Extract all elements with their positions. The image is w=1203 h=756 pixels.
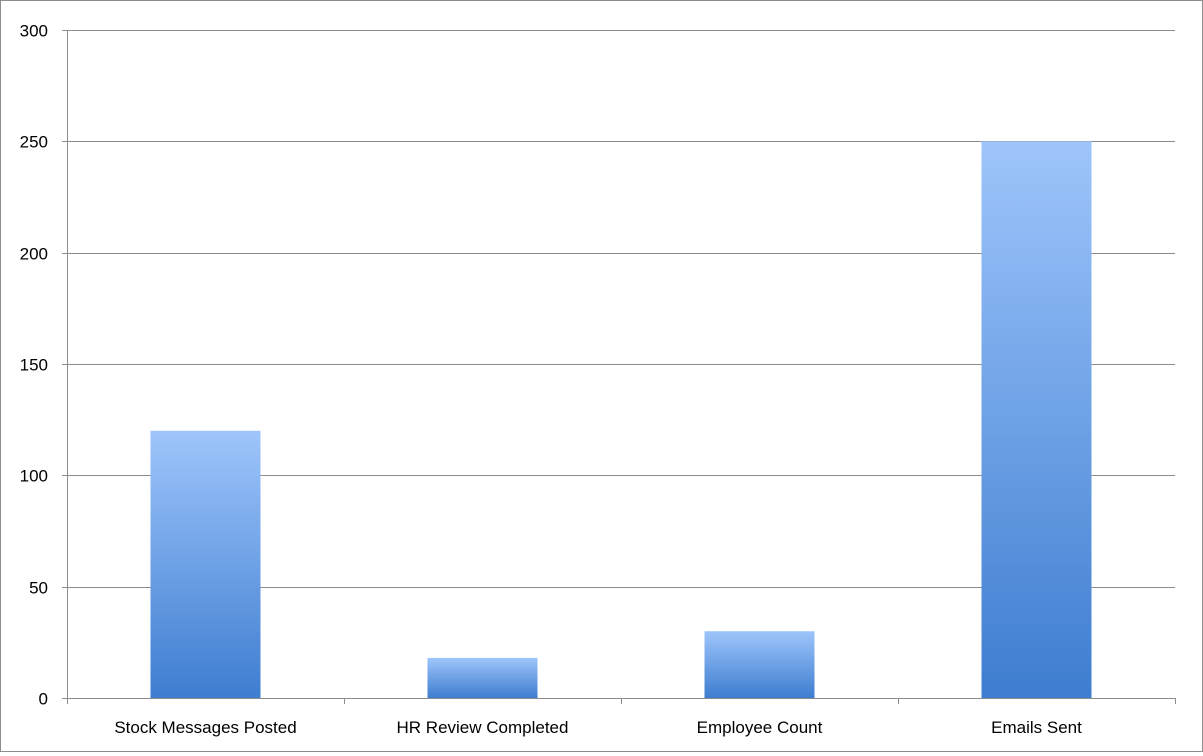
bar bbox=[150, 430, 261, 698]
bar bbox=[981, 141, 1092, 699]
x-tick-label: Stock Messages Posted bbox=[114, 718, 296, 737]
bar bbox=[427, 657, 538, 698]
y-tick-label: 50 bbox=[29, 579, 48, 598]
y-tick-label: 100 bbox=[20, 467, 48, 486]
x-tick-label: Emails Sent bbox=[991, 718, 1082, 737]
x-tick-label: Employee Count bbox=[697, 718, 823, 737]
tick-labels: 0 50 100 150 200 250 300 Stock Messages Posted H… bbox=[20, 22, 1083, 738]
y-tick-label: 300 bbox=[20, 22, 48, 41]
axes bbox=[62, 30, 1176, 704]
y-tick-label: 150 bbox=[20, 356, 48, 375]
y-tick-label: 0 bbox=[39, 690, 48, 709]
x-tick-label: HR Review Completed bbox=[397, 718, 569, 737]
bar bbox=[704, 631, 815, 698]
y-tick-label: 200 bbox=[20, 245, 48, 264]
y-tick-label: 250 bbox=[20, 133, 48, 152]
bars bbox=[150, 141, 1092, 699]
